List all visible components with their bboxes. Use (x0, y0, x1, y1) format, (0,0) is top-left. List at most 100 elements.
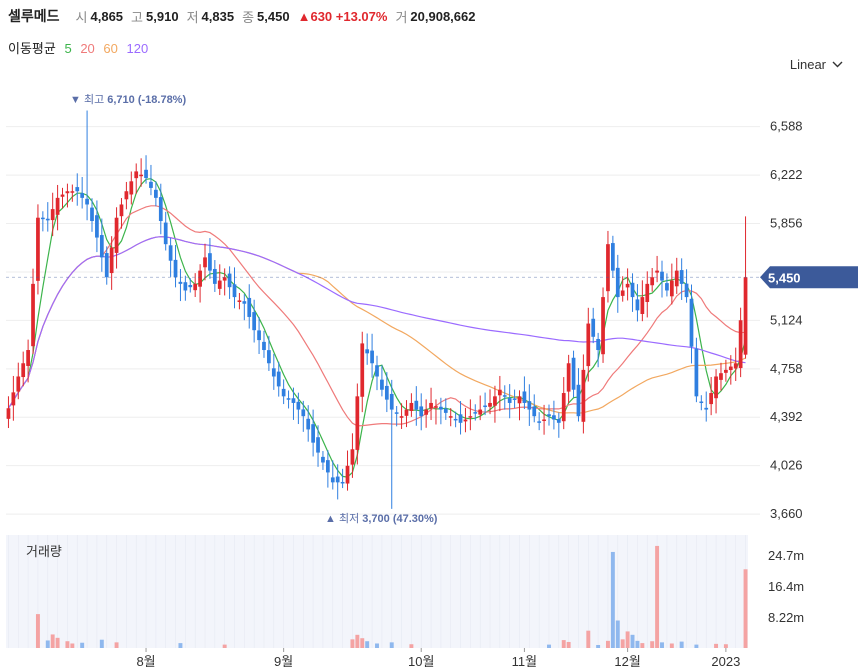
volume-bar (55, 637, 60, 648)
volume-bar (45, 640, 50, 648)
volume-bar (655, 545, 660, 648)
candle-body (448, 416, 453, 418)
volume-tick-label: 24.7m (768, 548, 804, 563)
scale-dropdown[interactable]: Linear (790, 57, 843, 72)
candle-body (714, 376, 718, 399)
candle-body (665, 283, 669, 291)
volume-label: 거 (395, 9, 408, 25)
candle-body (488, 402, 492, 407)
ma-legend[interactable]: 이동평균 5 20 60 120 (8, 38, 153, 57)
candle-body (571, 357, 576, 390)
candle-body (301, 409, 306, 417)
candle-body (149, 181, 153, 188)
candle-body (601, 297, 605, 355)
candle-body (615, 267, 620, 298)
candle-body (85, 198, 89, 205)
candle-body (409, 402, 414, 412)
volume-bar (365, 641, 370, 648)
candle-body (109, 247, 114, 274)
candle-body (591, 318, 596, 337)
current-price-text: 5,450 (768, 270, 801, 285)
candle-body (95, 215, 99, 238)
volume-bar (70, 643, 75, 648)
volume-title: 거래량 (26, 544, 62, 559)
ma-120-line (7, 236, 746, 409)
candle-body (384, 385, 389, 400)
candle-body (119, 204, 124, 217)
candle-body (291, 398, 296, 403)
candle-body (36, 217, 40, 281)
candle-body (375, 365, 379, 377)
candle-body (31, 283, 35, 347)
volume-bar (389, 642, 394, 648)
candle-body (217, 280, 222, 289)
candle-body (144, 169, 148, 179)
candle-body (26, 350, 30, 366)
open-value: 4,865 (90, 8, 124, 24)
volume-bar (635, 640, 640, 648)
candle-body (625, 283, 630, 288)
candle-body (99, 235, 104, 258)
candle-body (345, 465, 350, 484)
candle-body (669, 280, 674, 297)
volume-bar (615, 620, 620, 648)
candle-body (596, 338, 600, 351)
volume-bar (669, 643, 674, 648)
volume-bar (35, 614, 40, 648)
candle-body (581, 369, 586, 422)
candle-body (281, 388, 286, 397)
candle-body (173, 259, 178, 278)
change-value: ▲630 +13.07% (297, 8, 388, 24)
candle-body (532, 406, 537, 417)
candle-body (325, 460, 330, 473)
volume-bar (743, 569, 748, 648)
volume-bar (723, 644, 728, 648)
candle-body (724, 369, 728, 373)
candle-body (576, 384, 581, 417)
volume-bar (409, 644, 414, 648)
x-tick-label: 10월 (408, 654, 434, 669)
y-tick-label: 6,222 (770, 167, 803, 182)
candle-body (45, 218, 50, 221)
candle-body (635, 299, 640, 311)
candle-body (212, 268, 217, 284)
volume-bar (694, 644, 699, 648)
volume-bar (561, 640, 566, 648)
candle-body (679, 270, 684, 284)
max-label-value: 6,710 (-18.78%) (107, 94, 187, 106)
current-price-tag (760, 266, 858, 289)
volume-bar (80, 642, 85, 648)
candle-body (517, 396, 522, 404)
min-label-value: 3,700 (47.30%) (362, 513, 438, 525)
candle-body (316, 437, 320, 453)
volume-tick-label: 8.22m (768, 610, 804, 625)
candle-body (542, 419, 546, 421)
candle-body (468, 416, 473, 418)
candle-body (50, 209, 55, 221)
volume-bar (714, 643, 719, 648)
candle-body (65, 191, 70, 194)
candle-body (262, 341, 266, 351)
candle-body (188, 284, 193, 288)
x-tick-label: 2023 (711, 654, 740, 669)
candle-body (630, 282, 635, 298)
volume-bar (620, 639, 625, 648)
candle-body (522, 391, 527, 403)
low-value: 4,835 (201, 8, 235, 24)
y-tick-label: 3,660 (770, 506, 803, 521)
x-tick-label: 9월 (274, 654, 293, 669)
volume-bar (610, 551, 615, 648)
candle-body (193, 283, 198, 291)
candle-body (443, 408, 448, 413)
candle-body (674, 270, 679, 287)
candle-body (227, 273, 232, 288)
stock-name: 셀루메드 (8, 8, 60, 24)
candle-body (547, 414, 551, 417)
candle-body (660, 271, 664, 281)
volume-bar (566, 641, 571, 648)
candle-body (655, 270, 659, 273)
candle-body (439, 406, 443, 410)
candle-body (237, 300, 242, 302)
ma-legend-60: 60 (103, 41, 118, 56)
